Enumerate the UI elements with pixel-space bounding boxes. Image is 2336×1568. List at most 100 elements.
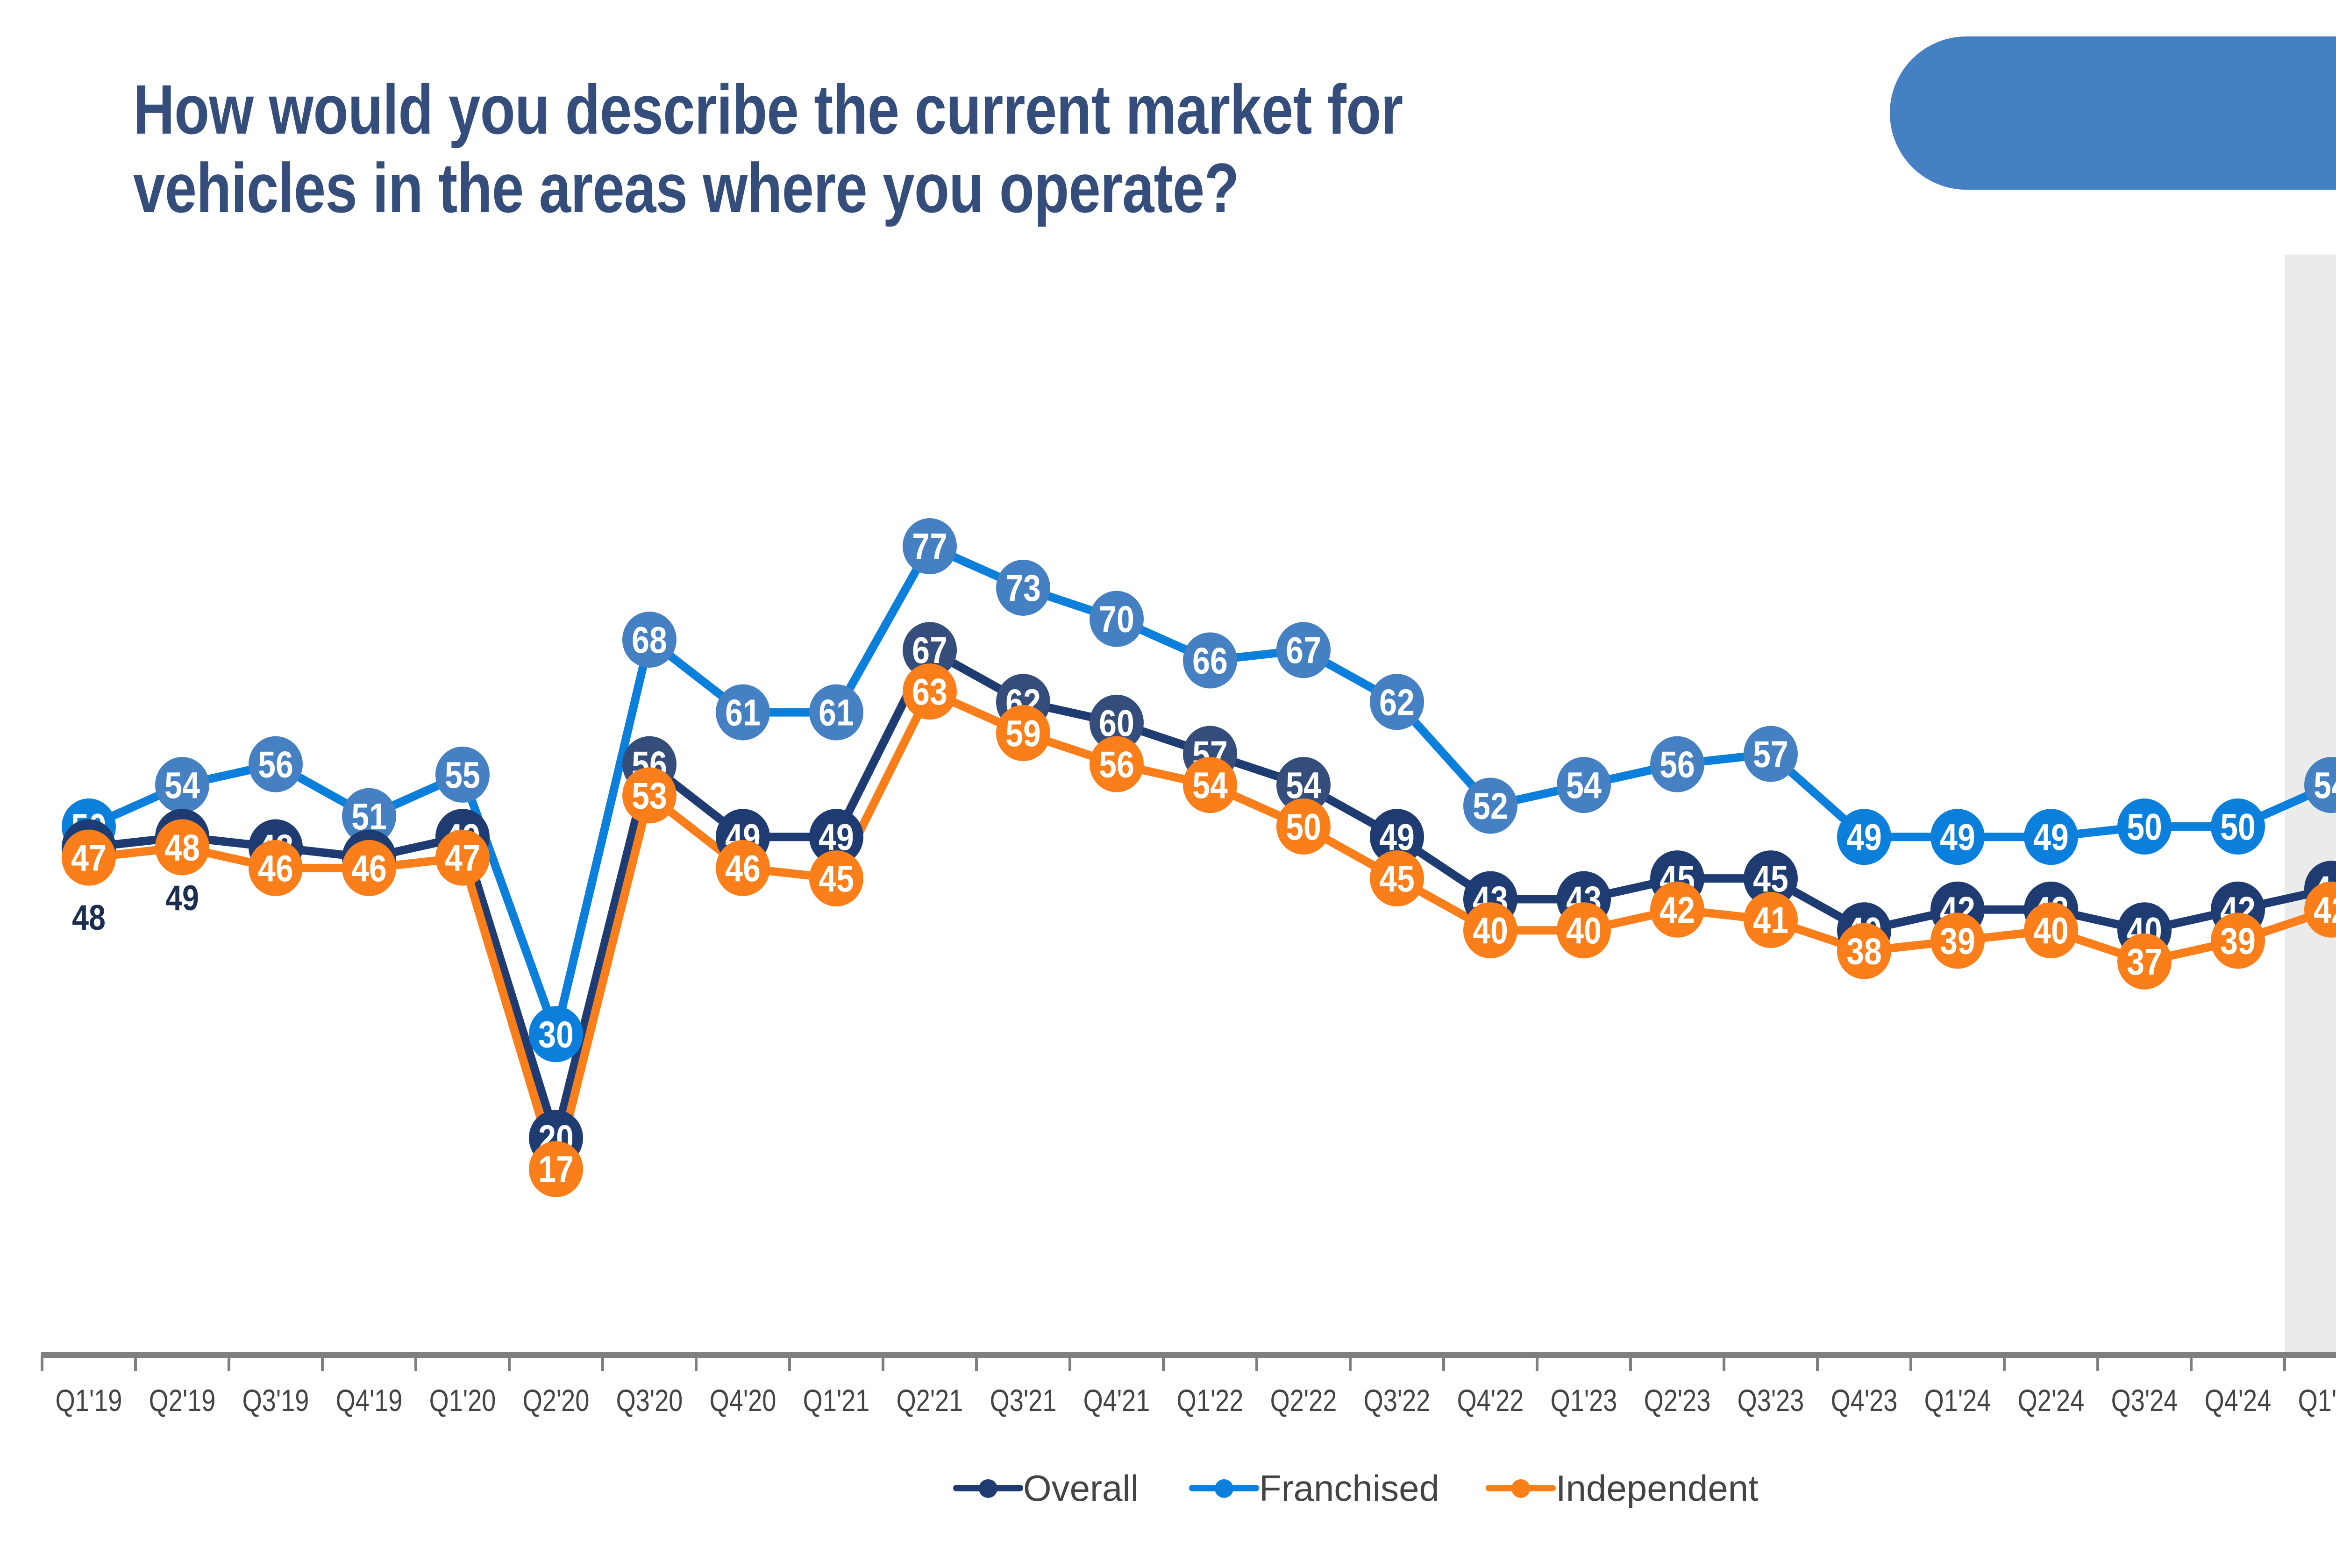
x-axis-tick	[321, 1355, 324, 1371]
x-tick-label: Q2'20	[523, 1383, 590, 1418]
data-label: 77	[912, 526, 947, 567]
point-marker	[1463, 902, 1517, 959]
x-tick-label: Q3'22	[1364, 1383, 1431, 1418]
point-marker	[1276, 622, 1331, 678]
point-marker	[1370, 809, 1424, 865]
data-point-independent: 42	[1650, 881, 1704, 938]
point-marker	[249, 840, 303, 896]
point-marker	[1370, 850, 1424, 907]
legend: Overall Franchised Independent	[0, 1462, 2336, 1514]
data-label: 54	[1566, 764, 1602, 806]
x-axis-tick	[2283, 1355, 2286, 1371]
data-point-independent: 40	[1557, 902, 1611, 959]
data-point-franchised: 68	[622, 612, 677, 668]
x-axis-tick	[1349, 1355, 1352, 1371]
x-tick-label: Q4'22	[1457, 1383, 1524, 1418]
x-tick-label: Q4'24	[2205, 1383, 2272, 1418]
point-marker	[1183, 632, 1237, 689]
data-label-overall-below: 49	[165, 878, 199, 918]
report-badge: Dealer Sentiment Index FIRST QUARTER 202…	[1890, 36, 2336, 190]
point-marker	[1744, 891, 1798, 948]
data-label: 66	[1192, 640, 1228, 681]
point-marker	[435, 746, 490, 803]
data-label: 53	[632, 775, 667, 816]
point-marker	[2117, 798, 2172, 855]
data-point-franchised: 61	[809, 684, 863, 741]
x-axis-tick	[975, 1355, 978, 1371]
data-label: 49	[1940, 816, 1975, 858]
point-marker	[1650, 736, 1704, 792]
point-marker	[1090, 736, 1144, 792]
legend-marker	[979, 1479, 997, 1498]
data-point-independent: 42	[2304, 881, 2336, 938]
data-point-franchised: 73	[996, 559, 1050, 616]
data-point-overall: 60	[1090, 694, 1144, 751]
data-point-franchised: 66	[1183, 632, 1237, 689]
data-label: 47	[71, 837, 107, 878]
point-marker	[1276, 798, 1331, 855]
point-marker	[809, 684, 863, 741]
x-axis-tick	[882, 1355, 884, 1371]
data-point-independent: 46	[716, 840, 770, 896]
data-point-franchised: 49	[2024, 809, 2078, 865]
point-marker	[1370, 674, 1424, 730]
data-point-franchised: 52	[1463, 777, 1517, 834]
data-label: 42	[1659, 889, 1695, 931]
data-label: 46	[725, 848, 761, 889]
x-tick-label: Q2'21	[897, 1383, 963, 1418]
data-label: 30	[538, 1013, 574, 1055]
data-point-franchised: 70	[1090, 591, 1144, 647]
x-tick-label: Q3'23	[1738, 1383, 1804, 1418]
x-axis-tick	[1816, 1355, 1819, 1371]
point-marker	[2024, 809, 2078, 865]
legend-item-overall[interactable]: Overall	[953, 1462, 1139, 1514]
data-label: 39	[1940, 920, 1975, 962]
data-label: 61	[725, 691, 761, 733]
point-marker	[249, 736, 303, 792]
x-axis-tick	[1629, 1355, 1632, 1371]
data-label: 54	[164, 764, 200, 806]
legend-item-independent[interactable]: Independent	[1486, 1462, 1759, 1514]
point-marker	[903, 622, 957, 678]
data-label: 37	[2127, 941, 2162, 983]
x-axis-tick	[1909, 1355, 1912, 1371]
point-marker	[1090, 591, 1144, 647]
data-label: 47	[445, 837, 480, 878]
legend-marker	[1215, 1479, 1233, 1498]
point-marker	[903, 663, 957, 720]
data-label-overall-below: 48	[72, 898, 106, 937]
x-tick-label: Q1'21	[803, 1383, 870, 1418]
x-tick-label: Q3'20	[616, 1383, 683, 1418]
data-label: 45	[819, 858, 854, 899]
legend-item-franchised[interactable]: Franchised	[1189, 1462, 1439, 1514]
x-axis-tick	[2096, 1355, 2099, 1371]
x-axis-tick	[508, 1355, 511, 1371]
point-marker	[2211, 798, 2265, 855]
x-tick-label: Q1'23	[1551, 1383, 1617, 1418]
point-marker	[2117, 933, 2172, 990]
x-axis-tick	[2190, 1355, 2193, 1371]
data-point-independent: 50	[1276, 798, 1331, 855]
x-axis-tick	[1068, 1355, 1071, 1371]
x-tick-label: Q1'20	[429, 1383, 496, 1418]
point-marker	[1463, 777, 1517, 834]
point-marker	[809, 850, 863, 907]
data-point-independent: 48	[155, 819, 209, 876]
data-label: 63	[912, 671, 947, 713]
x-tick-label: Q1'22	[1177, 1383, 1244, 1418]
x-tick-label: Q2'22	[1270, 1383, 1337, 1418]
data-point-independent: 17	[529, 1141, 583, 1197]
x-tick-label: Q2'24	[2018, 1383, 2085, 1418]
point-marker	[996, 559, 1050, 616]
x-axis-tick	[414, 1355, 417, 1371]
data-point-independent: 40	[1463, 902, 1517, 959]
x-axis-tick	[1536, 1355, 1538, 1371]
data-label: 49	[1846, 816, 1882, 858]
x-tick-label: Q1'24	[1924, 1383, 1991, 1418]
data-point-franchised: 49	[1837, 809, 1891, 865]
data-point-franchised: 62	[1370, 674, 1424, 730]
data-label: 38	[1846, 930, 1882, 972]
x-tick-label: Q3'21	[990, 1383, 1057, 1418]
x-tick-label: Q4'21	[1083, 1383, 1150, 1418]
point-marker	[2304, 757, 2336, 813]
